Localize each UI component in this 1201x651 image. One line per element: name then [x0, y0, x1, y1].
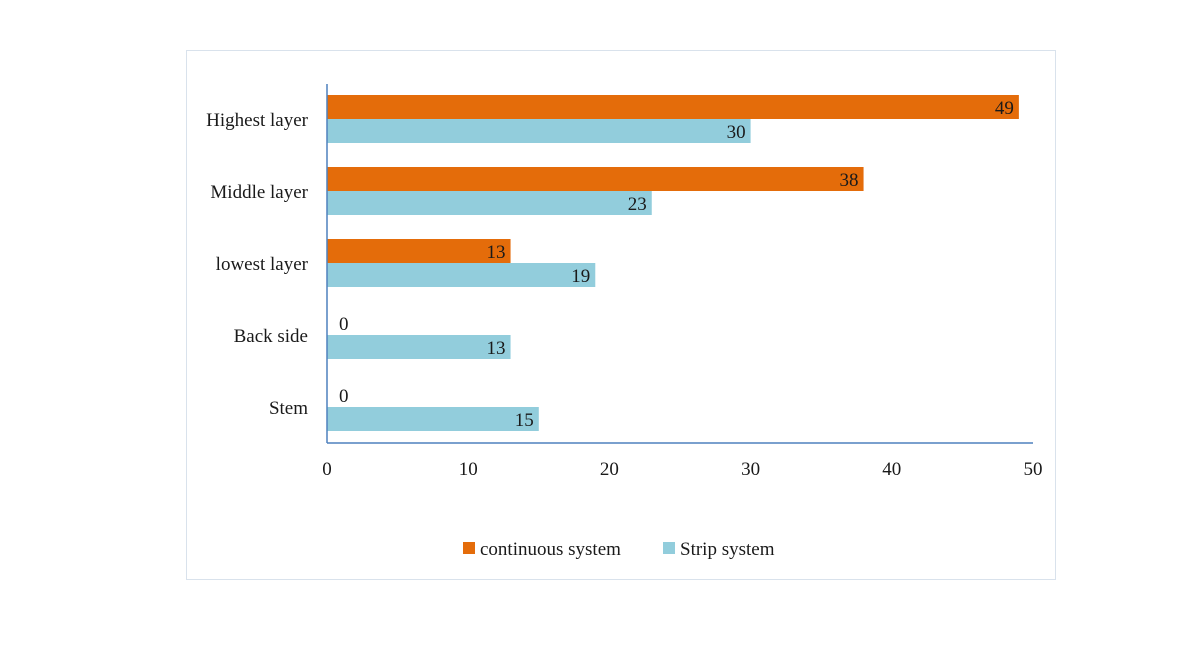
- category-label: Middle layer: [210, 182, 308, 203]
- bar-continuous: [327, 167, 864, 191]
- legend: continuous system Strip system: [463, 539, 775, 560]
- data-label: 13: [487, 242, 506, 263]
- chart-frame: [186, 50, 1056, 580]
- bar-strip: [327, 263, 596, 287]
- legend-swatch: [463, 542, 475, 554]
- x-tick-label: 50: [1024, 459, 1043, 480]
- data-label: 49: [995, 98, 1014, 119]
- data-label: 0: [339, 386, 349, 407]
- category-label: Highest layer: [206, 110, 309, 131]
- legend-swatch: [663, 542, 675, 554]
- data-label: 30: [727, 122, 746, 143]
- bar-strip: [327, 407, 539, 431]
- data-label: 15: [515, 410, 534, 431]
- bar-continuous: [327, 95, 1019, 119]
- bar-strip: [327, 335, 511, 359]
- data-label: 19: [571, 266, 590, 287]
- data-label: 13: [487, 338, 506, 359]
- x-tick-label: 40: [882, 459, 901, 480]
- legend-label: Strip system: [680, 539, 775, 560]
- category-label: Stem: [269, 398, 308, 419]
- bar-continuous: [327, 239, 511, 263]
- legend-label: continuous system: [480, 539, 621, 560]
- bars-layer: [327, 95, 1019, 431]
- category-label: Back side: [234, 326, 308, 347]
- x-tick-label: 30: [741, 459, 760, 480]
- x-tick-label: 0: [322, 459, 332, 480]
- category-label: lowest layer: [216, 254, 309, 275]
- labels-layer: Highest layer 49 30 Middle layer 38 23 lowest …: [206, 98, 1014, 431]
- axis-layer: 0 10 20 30 40 50: [322, 84, 1043, 480]
- x-tick-label: 20: [600, 459, 619, 480]
- data-label: 38: [840, 170, 859, 191]
- data-label: 23: [628, 194, 647, 215]
- bar-strip: [327, 119, 751, 143]
- bar-strip: [327, 191, 652, 215]
- x-tick-label: 10: [459, 459, 478, 480]
- data-label: 0: [339, 314, 349, 335]
